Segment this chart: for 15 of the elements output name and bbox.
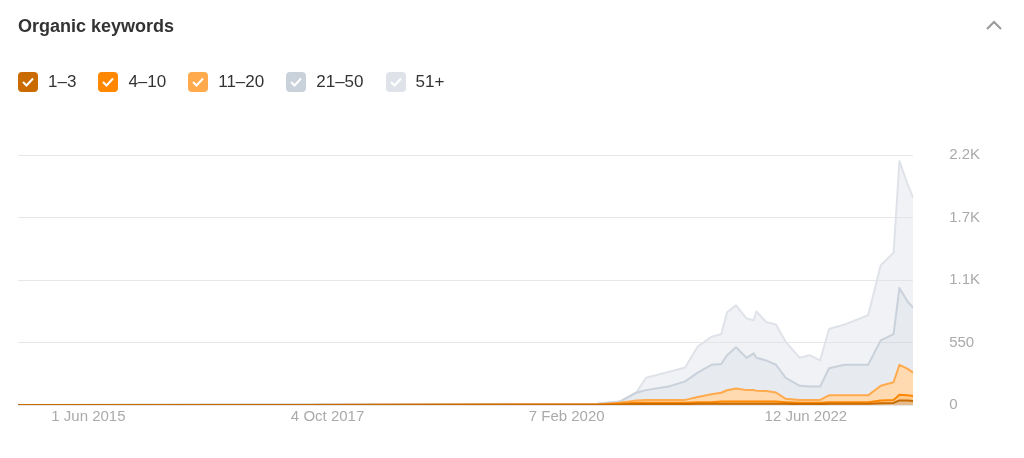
y-tick-label: 1.1K <box>949 270 980 288</box>
y-tick-label: 550 <box>949 332 975 350</box>
x-tick-label: 7 Feb 2020 <box>528 407 605 425</box>
y-tick-label: 2.2K <box>949 145 980 163</box>
chart-title: Organic keywords <box>18 16 175 37</box>
x-tick-label: 4 Oct 2017 <box>290 407 365 425</box>
y-tick-label: 0 <box>949 395 958 413</box>
x-tick-label: 12 Jun 2022 <box>764 407 848 425</box>
x-tick-label: 1 Jun 2015 <box>51 407 126 425</box>
legend-label: 51+ <box>415 72 445 92</box>
legend-label: 21–50 <box>316 72 364 92</box>
legend-label: 11–20 <box>218 72 265 92</box>
legend-label: 1–3 <box>48 72 77 92</box>
legend-label: 4–10 <box>128 72 167 92</box>
y-tick-label: 1.7K <box>949 207 980 225</box>
